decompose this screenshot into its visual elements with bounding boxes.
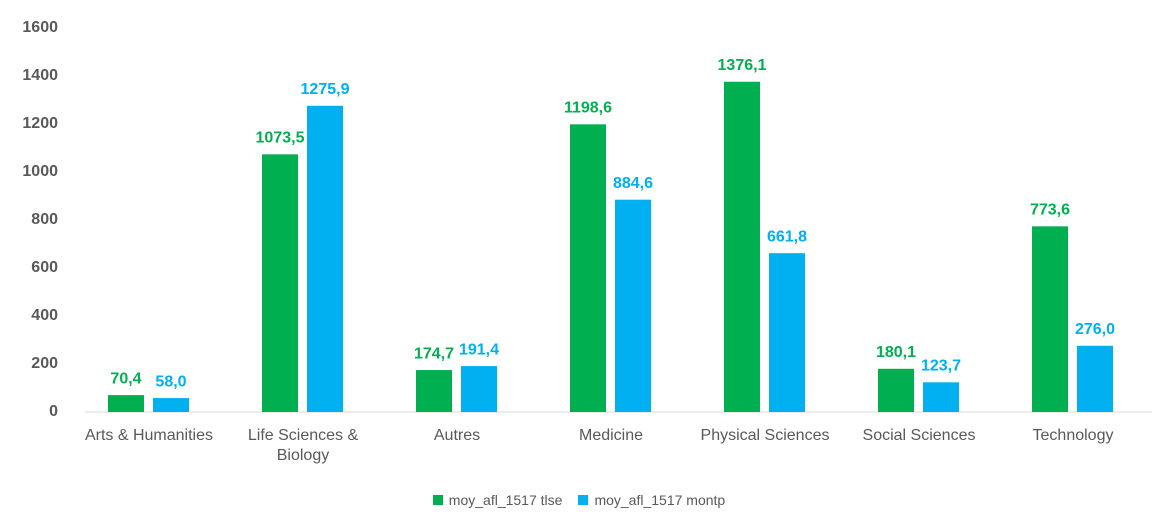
value-label: 1198,6 xyxy=(564,100,612,117)
y-tick-label: 200 xyxy=(31,355,58,372)
y-tick-label: 600 xyxy=(31,259,58,276)
x-tick-label: Autres xyxy=(433,427,481,444)
x-tick-label: Life Sciences & Biology xyxy=(247,427,359,464)
legend-item: moy_afl_1517 montp xyxy=(578,492,725,508)
bar xyxy=(153,398,189,412)
y-tick-label: 1600 xyxy=(22,19,58,36)
value-label: 191,4 xyxy=(459,341,499,358)
value-label: 773,6 xyxy=(1030,202,1070,219)
bar xyxy=(878,368,914,412)
x-tick-label: Arts & Humanities xyxy=(84,427,214,444)
value-label: 1376,1 xyxy=(718,57,767,74)
legend-label: moy_afl_1517 tlse xyxy=(448,492,563,508)
legend-label: moy_afl_1517 montp xyxy=(594,492,726,508)
legend: moy_afl_1517 tlse moy_afl_1517 montp xyxy=(0,492,1158,508)
value-label: 1275,9 xyxy=(301,81,350,98)
bar xyxy=(615,199,651,412)
value-label: 276,0 xyxy=(1075,321,1115,338)
bar xyxy=(416,370,452,412)
y-tick-label: 1400 xyxy=(22,67,58,84)
x-tick-label: Medicine xyxy=(578,427,644,444)
bar xyxy=(307,105,343,412)
x-tick-label: Social Sciences xyxy=(862,427,976,444)
value-label: 123,7 xyxy=(921,358,961,375)
bar xyxy=(1077,345,1113,412)
value-label: 661,8 xyxy=(767,228,807,245)
bar xyxy=(461,366,497,412)
bar xyxy=(108,395,144,412)
value-label: 58,0 xyxy=(155,373,186,390)
legend-swatch xyxy=(578,495,589,505)
y-tick-label: 400 xyxy=(31,307,58,324)
value-label: 174,7 xyxy=(414,345,454,362)
x-tick-label: Technology xyxy=(1032,427,1114,444)
value-label: 884,6 xyxy=(613,175,653,192)
y-tick-label: 1000 xyxy=(22,163,58,180)
bar xyxy=(570,124,606,412)
y-tick-label: 1200 xyxy=(22,115,58,132)
y-tick-label: 800 xyxy=(31,211,58,228)
value-label: 70,4 xyxy=(110,370,141,387)
bar xyxy=(262,154,298,413)
bar xyxy=(769,253,805,412)
bar xyxy=(1032,226,1068,412)
bar xyxy=(923,382,959,412)
x-tick-label: Physical Sciences xyxy=(700,427,830,444)
legend-swatch xyxy=(432,495,443,505)
value-label: 180,1 xyxy=(876,344,916,361)
value-label: 1073,5 xyxy=(256,130,305,147)
legend-item: moy_afl_1517 tlse xyxy=(432,492,563,508)
bar xyxy=(724,81,760,413)
y-tick-label: 0 xyxy=(49,403,58,420)
